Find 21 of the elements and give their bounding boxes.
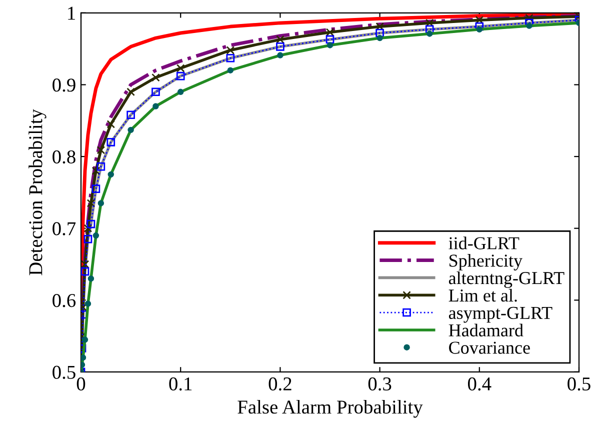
y-tick-label: 0.6 [52, 294, 76, 308]
y-tick-label: 0.5 [52, 366, 76, 379]
x-tick-label: 0.2 [268, 377, 292, 391]
y-tick-label: 0.7 [52, 222, 76, 236]
x-tick-label: 0.1 [169, 377, 192, 391]
y-axis-title: Detection Probability [28, 109, 46, 276]
x-tick-label: 0.3 [368, 377, 392, 391]
x-tick-label: 0.4 [468, 377, 492, 391]
y-tick-label: 0.8 [52, 150, 76, 164]
legend-label: Covariance [449, 342, 530, 354]
legend-label: asympt-GLRT [448, 306, 552, 323]
y-tick-label: 0.9 [52, 78, 76, 92]
legend-label: Hadamard [448, 324, 524, 336]
y-tick-label: 1 [68, 6, 75, 20]
legend-label: alterntng-GLRT [448, 271, 564, 288]
legend-label: Sphericity [450, 254, 522, 270]
legend-label: Lim et al. [448, 288, 517, 302]
x-axis-title: False Alarm Probability [238, 400, 423, 418]
x-tick-label: 0 [76, 377, 86, 390]
x-tick-label: 0.5 [568, 377, 590, 391]
legend-label: iid-GLRT [448, 236, 520, 250]
